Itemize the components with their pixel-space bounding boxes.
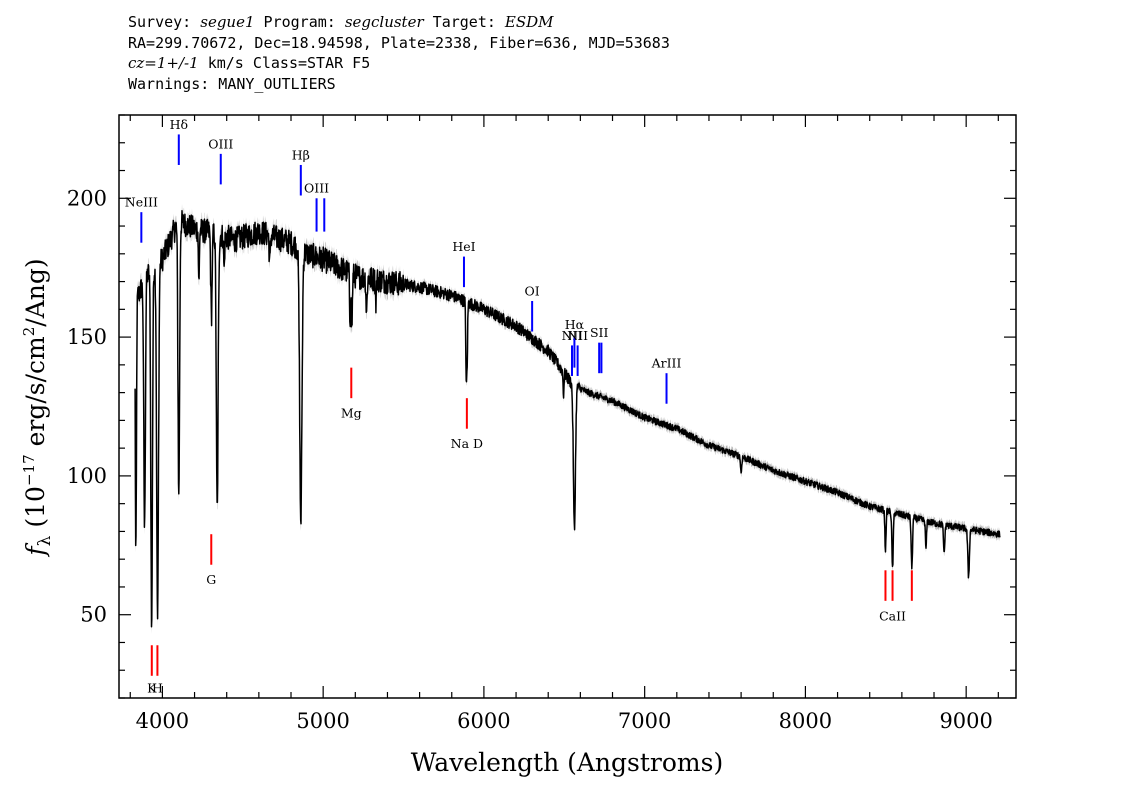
absorption-line-label: H xyxy=(152,680,163,695)
plot-frame xyxy=(118,114,1017,699)
error-band xyxy=(135,203,1000,634)
x-tick-label: 4000 xyxy=(136,709,189,733)
y-tick-label: 150 xyxy=(67,325,107,349)
x-tick-label: 5000 xyxy=(296,709,349,733)
spectrum-header: Survey: segue1 Program: segcluster Targe… xyxy=(128,12,670,94)
emission-line-label: NII xyxy=(567,328,588,343)
header-line-coordinates: RA=299.70672, Dec=18.94598, Plate=2338, … xyxy=(128,33,670,52)
x-tick-label: 8000 xyxy=(779,709,832,733)
absorption-line-label: K xyxy=(147,680,157,695)
x-axis-label: Wavelength (Angstroms) xyxy=(411,748,723,777)
absorption-line-label: Mg xyxy=(341,406,362,421)
absorption-line-label: CaII xyxy=(879,608,906,623)
emission-line-label: SII xyxy=(590,325,609,340)
emission-line-label: OIII xyxy=(304,181,329,196)
absorption-line-label: G xyxy=(206,572,216,587)
header-line-survey: Survey: segue1 Program: segcluster Targe… xyxy=(128,13,554,31)
x-tick-label: 9000 xyxy=(939,709,992,733)
y-axis-label: fλ (10−17 erg/s/cm2/Ang) xyxy=(20,258,55,557)
y-tick-label: 50 xyxy=(80,603,107,627)
emission-line-label: Hα xyxy=(565,317,585,332)
emission-line-label: ArIII xyxy=(651,356,682,371)
emission-line-label: Hβ xyxy=(292,147,310,162)
emission-line-label: NII xyxy=(562,328,583,343)
flux-series-line xyxy=(134,209,1001,628)
header-line-warnings: Warnings: MANY_OUTLIERS xyxy=(128,74,336,93)
emission-line-label: Hδ xyxy=(170,117,188,132)
x-tick-label: 6000 xyxy=(457,709,510,733)
emission-line-label: OI xyxy=(525,283,540,298)
absorption-line-label: Na D xyxy=(451,436,483,451)
x-tick-label: 7000 xyxy=(618,709,671,733)
emission-line-label: HeI xyxy=(452,239,475,254)
emission-line-label: OIII xyxy=(208,136,233,151)
y-tick-label: 100 xyxy=(67,464,107,488)
emission-line-label: NeIII xyxy=(125,195,158,210)
y-tick-label: 200 xyxy=(67,186,107,210)
header-line-class: cz=1+/-1 km/s Class=STAR F5 xyxy=(128,54,371,72)
